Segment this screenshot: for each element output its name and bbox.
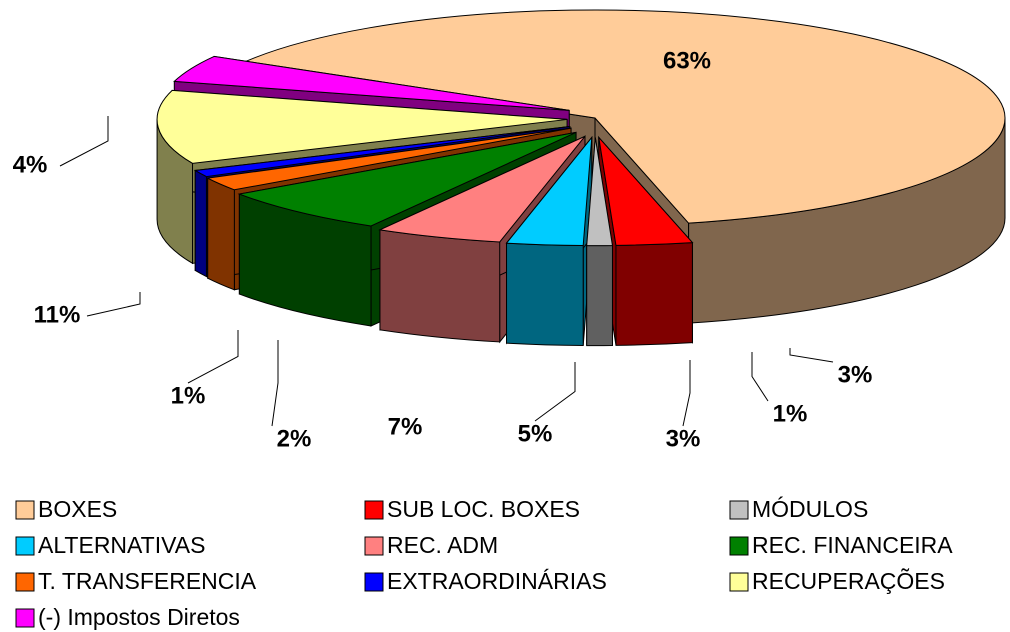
- legend-swatch: [364, 536, 384, 556]
- slice: [505, 135, 593, 246]
- slice-wall: [506, 242, 584, 346]
- data-label: 5%: [518, 420, 553, 447]
- legend-label: BOXES: [38, 496, 117, 522]
- slice-wall: [194, 169, 207, 278]
- legend-label: ALTERNATIVAS: [38, 532, 205, 558]
- data-label: 1%: [171, 382, 206, 409]
- legend-swatch: [364, 572, 384, 592]
- legend-label: SUB LOC. BOXES: [387, 496, 580, 522]
- legend-label: REC. FINANCEIRA: [752, 532, 953, 558]
- data-label: 2%: [277, 425, 312, 452]
- leader-line: [187, 330, 239, 384]
- slice-wall: [615, 242, 693, 346]
- data-label: 3%: [838, 361, 873, 388]
- leader-line: [59, 116, 109, 167]
- slice: [173, 55, 570, 111]
- slice: [156, 89, 568, 164]
- legend-swatch: [729, 572, 749, 592]
- legend-swatch: [15, 536, 35, 556]
- leader-line: [751, 352, 769, 402]
- slice: [378, 135, 586, 243]
- leader-line: [86, 292, 141, 317]
- legend-swatch: [729, 500, 749, 520]
- slice: [193, 126, 570, 178]
- data-label: 4%: [13, 151, 48, 178]
- legend-swatch: [15, 572, 35, 592]
- legend-swatch: [15, 608, 35, 628]
- slice-wall: [586, 244, 613, 347]
- slice-wall: [207, 177, 235, 291]
- slice: [237, 131, 577, 227]
- slice: [586, 137, 614, 247]
- legend-label: RECUPERAÇÕES: [752, 567, 945, 594]
- legend-label: MÓDULOS: [752, 496, 868, 522]
- data-label: 3%: [666, 425, 701, 452]
- data-label: 7%: [388, 413, 423, 440]
- slice: [598, 135, 694, 246]
- leader-line: [534, 362, 576, 422]
- data-label: 63%: [663, 47, 711, 74]
- legend-label: EXTRAORDINÁRIAS: [387, 568, 607, 594]
- legend-label: (-) Impostos Diretos: [38, 604, 240, 630]
- leader-line: [789, 348, 834, 363]
- slice-wall: [379, 229, 501, 343]
- data-label: 11%: [34, 301, 81, 328]
- leader-line: [682, 360, 691, 427]
- leader-line: [271, 340, 279, 427]
- slice: [206, 127, 572, 191]
- legend-label: REC. ADM: [387, 532, 498, 558]
- legend-swatch: [364, 500, 384, 520]
- legend-swatch: [729, 536, 749, 556]
- legend-label: T. TRANSFERENCIA: [38, 568, 257, 594]
- legend-swatch: [15, 500, 35, 520]
- slice: [238, 9, 1006, 224]
- data-label: 1%: [773, 400, 808, 427]
